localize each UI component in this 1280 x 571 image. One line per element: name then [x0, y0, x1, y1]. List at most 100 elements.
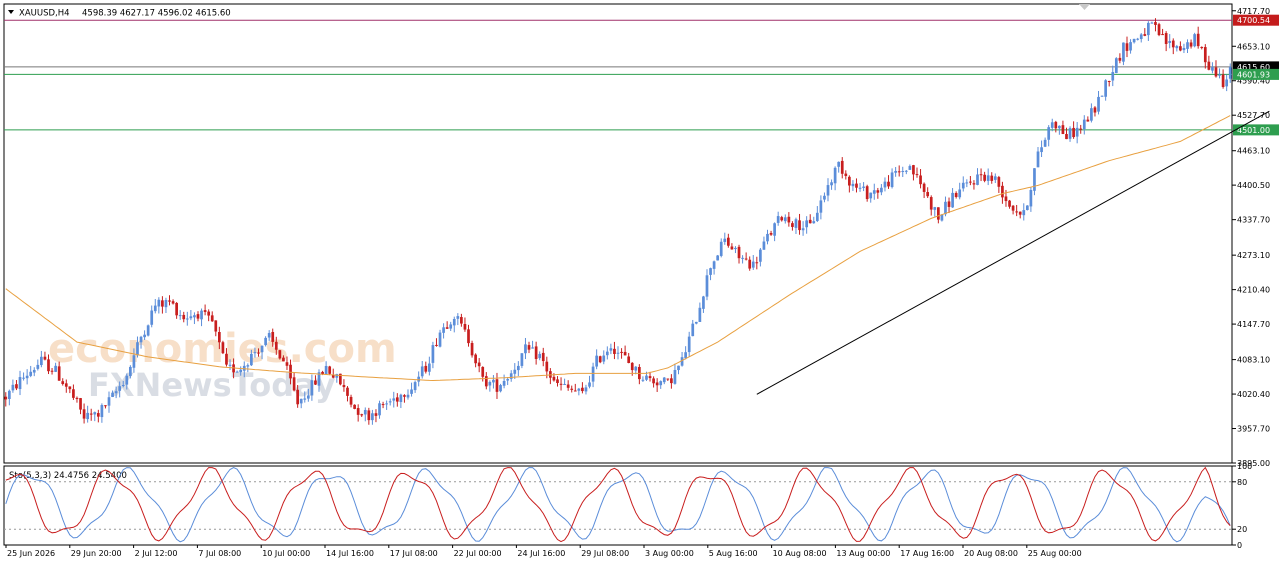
candle-body: [463, 323, 467, 330]
candle-body: [509, 373, 513, 379]
y-tick-label: 4020.40: [1237, 390, 1270, 399]
candle-body: [983, 174, 986, 181]
candle-body: [680, 357, 684, 366]
candle-body: [1221, 74, 1225, 87]
candle-body: [919, 175, 922, 185]
candle-body: [1168, 41, 1172, 43]
candle-body: [417, 376, 421, 382]
candle-body: [662, 377, 666, 383]
candle-body: [385, 403, 388, 405]
candle-body: [748, 259, 752, 269]
candle-body: [976, 174, 979, 185]
candle-body: [570, 388, 574, 390]
candle-body: [1018, 211, 1022, 215]
candle-body: [1122, 42, 1125, 62]
price-tag-label-bid: 4615.60: [1237, 63, 1270, 72]
candle-body: [819, 200, 823, 213]
candle-body: [214, 320, 218, 332]
candle-body: [264, 337, 267, 346]
candle-body: [581, 387, 584, 392]
candle-body: [908, 166, 912, 170]
candle-body: [61, 381, 65, 385]
candle-body: [876, 190, 880, 193]
candle-body: [737, 246, 741, 259]
candle-body: [584, 387, 588, 392]
candle-body: [566, 384, 570, 388]
candle-body: [125, 375, 129, 385]
candle-body: [18, 377, 22, 390]
candle-body: [573, 390, 577, 392]
candle-body: [40, 356, 43, 366]
candle-body: [1136, 38, 1140, 40]
candle-body: [303, 398, 307, 400]
candle-body: [791, 223, 794, 227]
candle-body: [132, 355, 136, 368]
x-tick-label: 17 Jul 08:00: [390, 549, 438, 558]
candle-body: [598, 356, 602, 363]
candle-body: [200, 310, 203, 320]
candle-body: [776, 216, 780, 223]
y-tick-label: 4653.10: [1237, 42, 1270, 51]
candle-body: [613, 348, 616, 354]
x-tick-label: 24 Jul 16:00: [517, 549, 565, 558]
candle-body: [780, 217, 784, 221]
ohlc-readout: 4598.39 4627.17 4596.02 4615.60: [82, 9, 231, 19]
candle-body: [143, 334, 146, 338]
candle-body: [1193, 34, 1196, 47]
stochastic-frame: [3, 465, 1233, 546]
stochastic-title: Sto(5,3,3) 24.4756 24.5400: [9, 471, 127, 481]
y-tick-label: 4147.70: [1237, 320, 1270, 329]
candle-body: [801, 228, 805, 231]
candle-body: [282, 357, 285, 362]
candle-body: [210, 315, 214, 322]
candle-body: [627, 356, 631, 363]
price-tag-support: [1233, 124, 1279, 136]
candle-body: [734, 247, 737, 250]
candle-body: [274, 341, 278, 350]
price-tag-label-support: 4501.00: [1237, 126, 1270, 135]
candle-body: [541, 352, 545, 362]
candle-body: [659, 381, 663, 386]
candle-body: [848, 176, 851, 186]
candle-body: [741, 257, 744, 259]
candle-body: [552, 376, 556, 381]
candle-body: [755, 262, 759, 264]
candle-body: [374, 413, 378, 416]
candle-body: [235, 371, 239, 373]
candle-body: [481, 366, 485, 377]
candle-body: [1175, 46, 1179, 49]
price-tag-resistance: [1233, 14, 1279, 26]
candle-body: [969, 181, 972, 183]
candle-body: [709, 268, 712, 275]
candle-body: [520, 353, 524, 366]
candle-body: [168, 300, 171, 302]
candle-body: [321, 371, 324, 375]
candle-body: [645, 375, 648, 380]
candle-body: [86, 412, 89, 420]
candle-body: [1196, 33, 1200, 47]
candle-body: [677, 365, 680, 371]
candle-body: [766, 233, 769, 242]
candle-body: [1118, 57, 1122, 61]
candle-body: [292, 377, 296, 391]
candle-body: [1075, 127, 1079, 137]
candle-body: [50, 370, 54, 372]
candle-body: [267, 333, 271, 338]
candle-body: [1132, 38, 1136, 43]
candle-body: [730, 246, 734, 250]
candle-body: [634, 366, 638, 371]
candle-body: [335, 374, 339, 378]
candle-body: [1129, 42, 1132, 51]
candle-body: [947, 201, 951, 207]
candle-body: [940, 214, 944, 221]
candle-body: [72, 389, 75, 398]
candle-body: [1072, 127, 1075, 138]
stochastic-tick-label: 20: [1237, 525, 1247, 534]
candle-body: [559, 383, 563, 385]
x-tick-label: 13 Aug 00:00: [836, 549, 890, 558]
candle-body: [929, 197, 933, 210]
candle-body: [865, 186, 869, 200]
candle-body: [68, 386, 72, 390]
